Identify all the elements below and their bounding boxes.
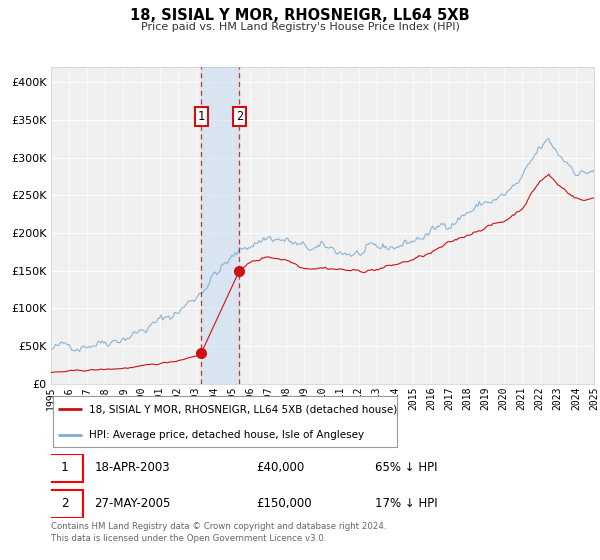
- Text: 1: 1: [61, 461, 68, 474]
- FancyBboxPatch shape: [46, 489, 83, 518]
- Text: 1: 1: [197, 110, 205, 123]
- Text: 2: 2: [61, 497, 68, 510]
- Text: £40,000: £40,000: [256, 461, 304, 474]
- Text: Price paid vs. HM Land Registry's House Price Index (HPI): Price paid vs. HM Land Registry's House …: [140, 22, 460, 32]
- Text: 18, SISIAL Y MOR, RHOSNEIGR, LL64 5XB: 18, SISIAL Y MOR, RHOSNEIGR, LL64 5XB: [130, 8, 470, 24]
- Text: 65% ↓ HPI: 65% ↓ HPI: [375, 461, 437, 474]
- Text: 18-APR-2003: 18-APR-2003: [94, 461, 170, 474]
- Text: 17% ↓ HPI: 17% ↓ HPI: [375, 497, 437, 510]
- FancyBboxPatch shape: [46, 454, 83, 482]
- Text: £150,000: £150,000: [256, 497, 312, 510]
- Text: Contains HM Land Registry data © Crown copyright and database right 2024.
This d: Contains HM Land Registry data © Crown c…: [51, 522, 386, 543]
- Text: 18, SISIAL Y MOR, RHOSNEIGR, LL64 5XB (detached house): 18, SISIAL Y MOR, RHOSNEIGR, LL64 5XB (d…: [89, 404, 398, 414]
- Text: 27-MAY-2005: 27-MAY-2005: [94, 497, 170, 510]
- Text: HPI: Average price, detached house, Isle of Anglesey: HPI: Average price, detached house, Isle…: [89, 430, 364, 440]
- Text: 2: 2: [236, 110, 243, 123]
- FancyBboxPatch shape: [53, 396, 397, 447]
- Bar: [201, 67, 239, 384]
